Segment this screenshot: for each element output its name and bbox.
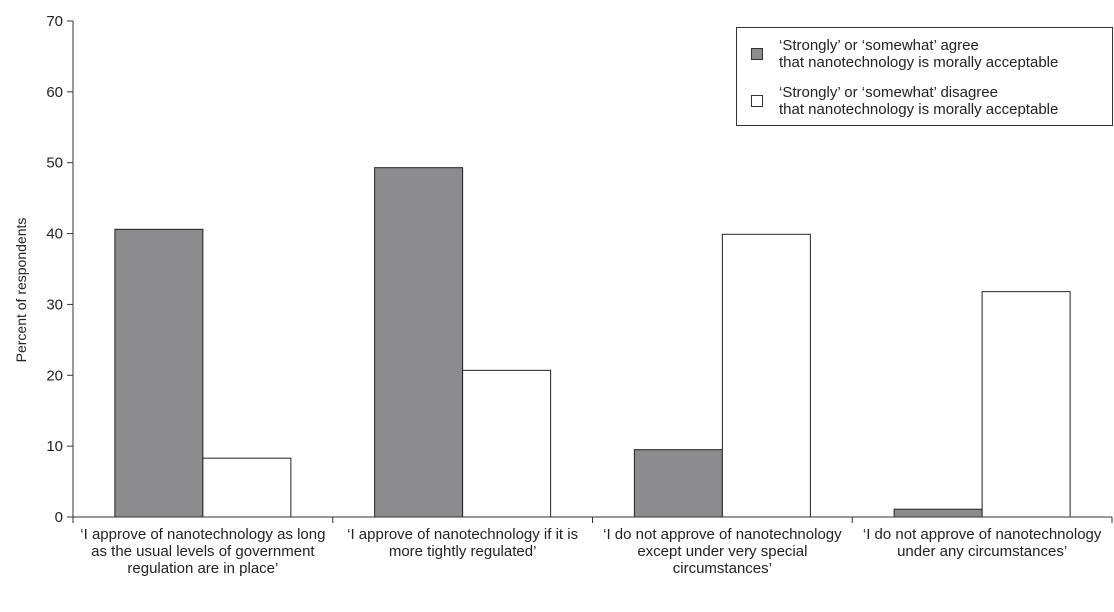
bar-disagree-4	[981, 291, 1071, 518]
x-category-label: ‘I approve of nanotechnology if it is mo…	[347, 526, 579, 560]
y-tick-label: 0	[55, 509, 63, 526]
x-category-label: ‘I do not approve of nanotechnology unde…	[862, 526, 1102, 560]
bar-disagree-2	[462, 369, 552, 518]
y-tick-label: 60	[46, 84, 63, 101]
bar-agree-1	[114, 228, 204, 518]
legend-swatch-agree	[751, 48, 763, 60]
legend-label-agree: ‘Strongly’ or ‘somewhat’ agree that nano…	[779, 37, 1058, 71]
y-axis-label: Percent of respondents	[13, 217, 29, 363]
y-tick-label: 30	[46, 296, 63, 313]
y-tick-label: 40	[46, 226, 63, 243]
bar-disagree-1	[202, 457, 292, 518]
bars-group	[114, 167, 1071, 518]
legend-label-disagree-line1: ‘Strongly’ or ‘somewhat’ disagree	[779, 84, 998, 101]
legend-item-disagree: ‘Strongly’ or ‘somewhat’ disagree that n…	[751, 84, 1058, 118]
y-axis: 0 10 20 30 40 50 60 70	[46, 13, 74, 526]
x-category-label: ‘I do not approve of nanotechnology exce…	[603, 526, 842, 577]
x-category-label: ‘I approve of nanotechnology as long as …	[80, 526, 326, 577]
legend-label-agree-line2: that nanotechnology is morally acceptabl…	[779, 54, 1059, 71]
legend-label-agree-line1: ‘Strongly’ or ‘somewhat’ agree	[779, 37, 979, 54]
x-axis	[72, 516, 1113, 523]
y-tick-label: 70	[46, 13, 63, 30]
bar-agree-3	[633, 449, 723, 518]
y-tick-label: 10	[46, 438, 63, 455]
bar-disagree-3	[721, 233, 811, 518]
legend-label-disagree-line2: that nanotechnology is morally acceptabl…	[779, 101, 1059, 118]
y-tick-label: 50	[46, 155, 63, 172]
legend-label-disagree: ‘Strongly’ or ‘somewhat’ disagree that n…	[779, 84, 1058, 118]
bar-agree-2	[374, 167, 464, 518]
legend-swatch-disagree	[751, 95, 763, 107]
bar-agree-4	[893, 508, 983, 518]
legend: ‘Strongly’ or ‘somewhat’ agree that nano…	[736, 27, 1113, 126]
legend-item-agree: ‘Strongly’ or ‘somewhat’ agree that nano…	[751, 37, 1058, 71]
y-tick-label: 20	[46, 367, 63, 384]
